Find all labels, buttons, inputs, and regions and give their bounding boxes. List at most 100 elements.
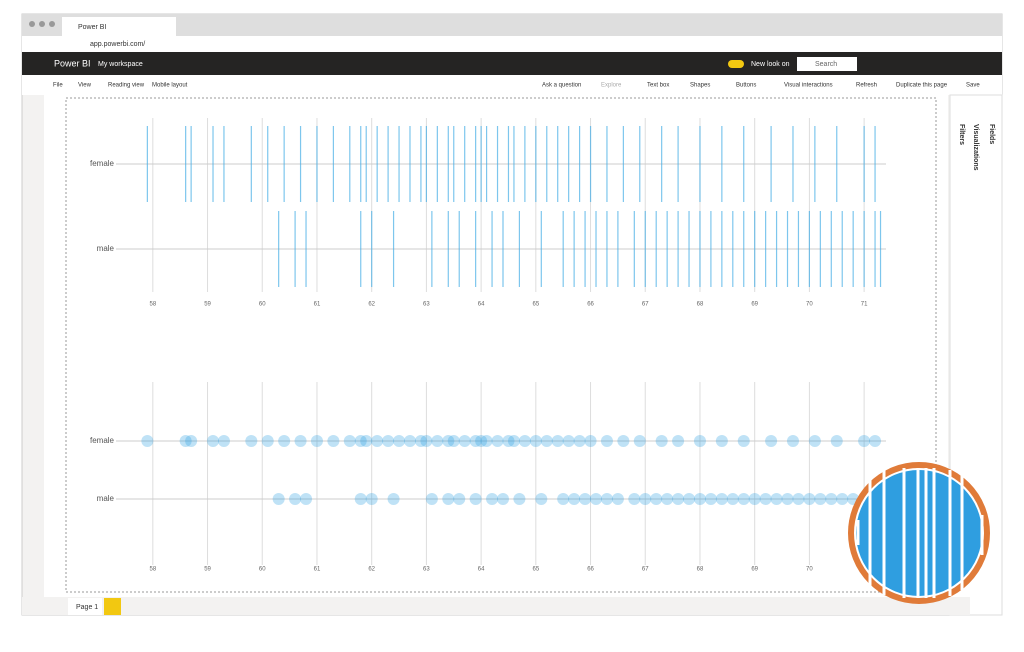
dot (447, 435, 460, 447)
dot (453, 493, 466, 505)
pane-title[interactable]: Fields (988, 124, 995, 144)
dot (272, 493, 285, 505)
dot (185, 435, 198, 447)
toolbar-button[interactable]: Save (966, 83, 980, 89)
dot (141, 435, 154, 447)
dot (387, 493, 400, 505)
y-tick-label: female (90, 159, 115, 168)
dot (414, 435, 427, 447)
dot (371, 435, 384, 447)
dot (513, 493, 526, 505)
dot (294, 435, 307, 447)
dot (327, 435, 340, 447)
dot (611, 493, 624, 505)
dot (469, 493, 482, 505)
dot (442, 493, 455, 505)
dot (759, 493, 772, 505)
dot (650, 493, 663, 505)
dot (49, 21, 55, 27)
dot (814, 493, 827, 505)
add-page[interactable] (104, 598, 121, 615)
tab[interactable] (62, 17, 176, 36)
dot (748, 493, 761, 505)
x-tick-label: 58 (149, 302, 156, 308)
x-tick-label: 60 (259, 302, 266, 308)
dot (382, 435, 395, 447)
y-tick-label: male (97, 494, 115, 503)
x-tick-label: 63 (423, 567, 430, 573)
dot (786, 435, 799, 447)
dot (442, 435, 455, 447)
menu-item[interactable]: Mobile layout (152, 83, 188, 89)
x-tick-label: 66 (587, 567, 594, 573)
menu-item[interactable]: File (53, 83, 63, 89)
dot (535, 493, 548, 505)
dot (781, 493, 794, 505)
workspace[interactable]: My workspace (98, 61, 143, 68)
dot (737, 435, 750, 447)
toolbar-items: File View Reading view Mobile layout Ask a q… (53, 83, 980, 89)
dot (261, 435, 274, 447)
x-tick-label: 63 (423, 302, 430, 308)
dot (683, 493, 696, 505)
dot (354, 435, 367, 447)
dot (245, 435, 258, 447)
dot (573, 435, 586, 447)
x-tick-label: 66 (587, 302, 594, 308)
dot (617, 435, 630, 447)
toolbar-button[interactable]: Text box (647, 83, 669, 89)
page-tab[interactable] (68, 598, 102, 615)
toolbar-button[interactable]: Refresh (856, 83, 877, 89)
address-bar (22, 36, 1002, 52)
pane-title[interactable]: Filters (958, 124, 965, 145)
x-tick-label: 71 (861, 302, 868, 308)
toolbar-button[interactable]: Visual interactions (784, 83, 833, 89)
dot (737, 493, 750, 505)
dot (693, 435, 706, 447)
search-box[interactable] (797, 57, 857, 71)
x-tick-label: 59 (204, 567, 211, 573)
dot (693, 493, 706, 505)
zoom-inset (848, 462, 990, 604)
pane-title[interactable]: Visualizations (972, 124, 979, 171)
tab-bar (22, 597, 970, 615)
x-tick-label: 58 (149, 567, 156, 573)
dot (639, 493, 652, 505)
x-tick-label: 62 (368, 567, 375, 573)
dot (765, 435, 778, 447)
toggle[interactable] (728, 60, 744, 68)
dot (365, 493, 378, 505)
toolbar-button[interactable]: Explore (601, 83, 622, 89)
dot (808, 435, 821, 447)
dot (628, 493, 641, 505)
dot (475, 435, 488, 447)
dot (354, 493, 367, 505)
dot (29, 21, 35, 27)
menu-item[interactable]: View (78, 83, 92, 89)
page-tab-label[interactable]: Page 1 (76, 604, 98, 611)
dot (715, 493, 728, 505)
x-tick-label: 59 (204, 302, 211, 308)
x-tick-label: 70 (806, 567, 813, 573)
toolbar-button[interactable]: Duplicate this page (896, 83, 948, 89)
dot (590, 493, 603, 505)
dot (502, 435, 515, 447)
x-tick-label: 69 (751, 567, 758, 573)
toggle-label: New look on (751, 61, 790, 68)
x-tick-label: 65 (532, 567, 539, 573)
dot (480, 435, 493, 447)
dot (579, 493, 592, 505)
tab-strip (22, 14, 1002, 36)
dot (655, 435, 668, 447)
dot (600, 493, 613, 505)
dot (551, 435, 564, 447)
dot (830, 435, 843, 447)
toolbar-button[interactable]: Buttons (736, 83, 756, 89)
url[interactable]: app.powerbi.com/ (90, 41, 145, 48)
dot (540, 435, 553, 447)
toolbar-button[interactable]: Ask a question (542, 83, 581, 89)
menu-item[interactable]: Reading view (108, 83, 145, 89)
dot (310, 435, 323, 447)
toolbar-button[interactable]: Shapes (690, 83, 710, 89)
x-tick-label: 64 (478, 567, 485, 573)
